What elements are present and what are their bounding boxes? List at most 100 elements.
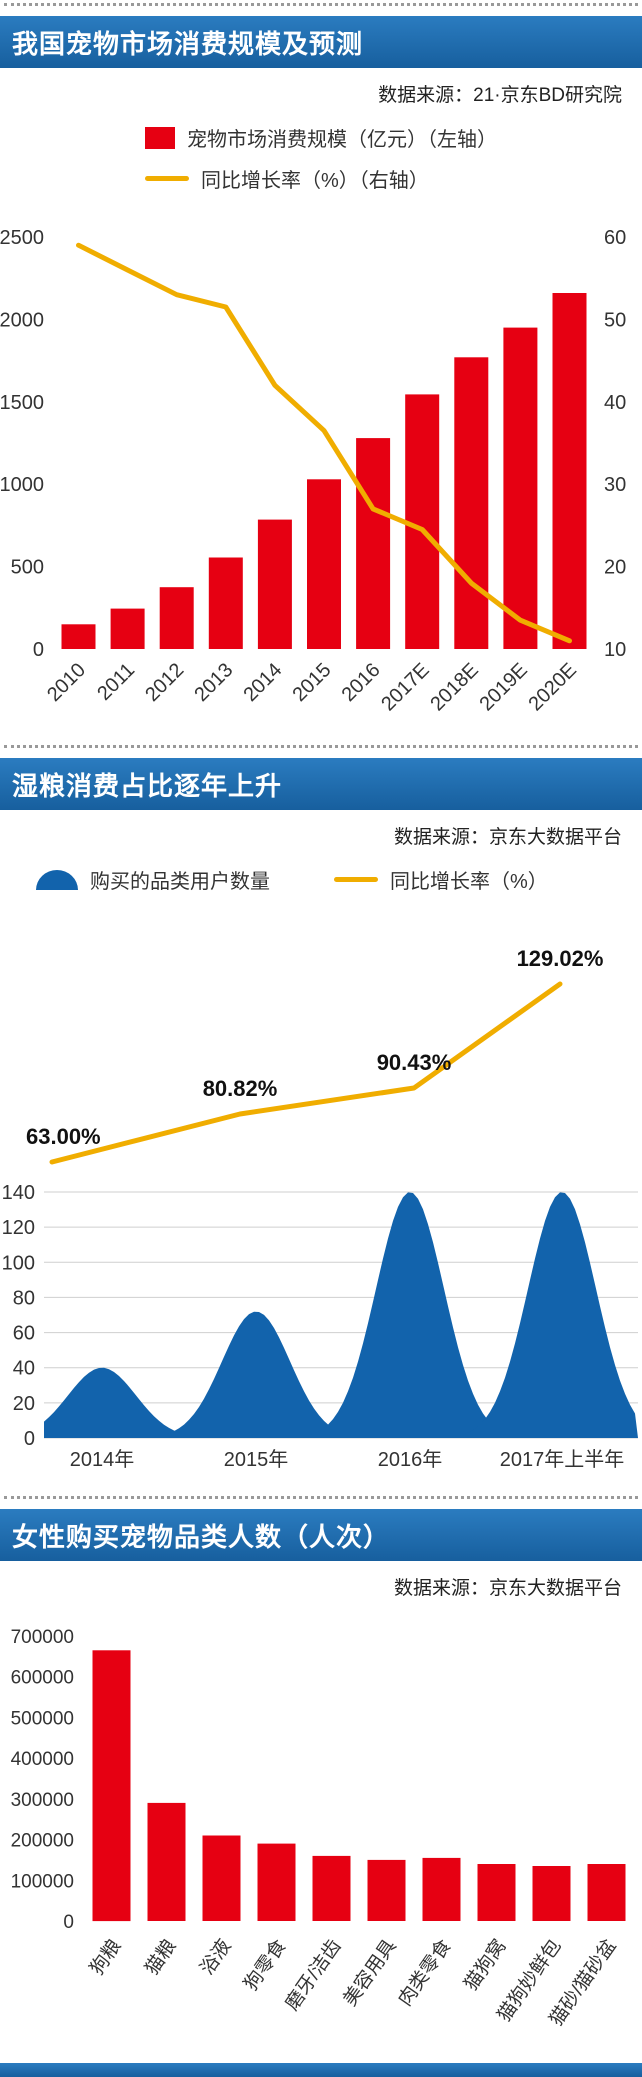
bar: [587, 1864, 626, 1921]
category-label: 2014: [239, 659, 286, 706]
bar: [312, 1855, 351, 1921]
category-label: 2020E: [525, 659, 581, 715]
bar: [147, 1802, 186, 1921]
bar: [92, 1650, 131, 1922]
axis-label: 700000: [11, 1627, 74, 1648]
category-label: 2018E: [426, 659, 482, 715]
category-label: 狗零食: [240, 1935, 291, 1994]
bar: [202, 1835, 241, 1921]
axis-label: 0: [24, 1428, 35, 1450]
axis-label: 400000: [11, 1749, 74, 1770]
axis-label: 0: [33, 639, 44, 661]
section-wet-food: 湿粮消费占比逐年上升 数据来源：京东大数据平台 购买的品类用户数量 同比增长率（…: [0, 758, 642, 1480]
user-volume-hump: [460, 1192, 638, 1438]
growth-label: 63.00%: [26, 1124, 101, 1149]
category-label: 2017年上半年: [500, 1448, 625, 1471]
female-purchase-chart: 0 100000 200000 300000 400000 500000 600000 700…: [0, 1606, 642, 2051]
wet-food-svg: 0 20 40 60 80 100 120 140 2014年 2015年 2016年 2017年上半…: [2, 946, 638, 1471]
category-label: 2014年: [70, 1448, 135, 1471]
female-purchase-svg: 0 100000 200000 300000 400000 500000 600000 700…: [11, 1627, 626, 2030]
axis-label: 100: [2, 1252, 35, 1274]
category-label: 美容用具: [339, 1935, 401, 2010]
axis-label: 40: [604, 392, 626, 414]
legend-label: 宠物市场消费规模（亿元）（左轴）: [187, 129, 497, 151]
axis-label: 60: [604, 227, 626, 249]
axis-label: 2500: [0, 227, 44, 249]
section-title: 我国宠物市场消费规模及预测: [12, 28, 364, 59]
area-swatch-icon: [36, 869, 78, 890]
data-source: 数据来源：21·京东BD研究院: [378, 85, 622, 106]
axis-label: 30: [604, 474, 626, 496]
category-label: 磨牙/洁齿: [281, 1935, 346, 2014]
category-label: 2012: [141, 659, 188, 706]
category-label: 2015年: [224, 1448, 289, 1471]
section-title-bar: 女性购买宠物品类人数（人次）: [0, 1509, 642, 1561]
bar: [532, 1866, 571, 1921]
category-label: 2013: [190, 659, 237, 706]
data-source: 数据来源：京东大数据平台: [393, 827, 622, 848]
axis-label: 200000: [11, 1831, 74, 1852]
data-source: 数据来源：京东大数据平台: [393, 1578, 622, 1599]
divider: [4, 3, 638, 6]
bar: [208, 557, 243, 649]
bar: [257, 1843, 296, 1921]
axis-label: 500: [11, 557, 44, 579]
category-label: 2019E: [475, 659, 531, 715]
user-volume-hump: [154, 1311, 358, 1438]
axis-label: 50: [604, 309, 626, 331]
growth-line: [49, 981, 563, 1165]
bar: [454, 357, 489, 649]
axis-label: 120: [2, 1217, 35, 1239]
section-title: 女性购买宠物品类人数（人次）: [12, 1521, 391, 1552]
pet-market-combo-chart: 0 500 1000 1500 2000 2500 10 20 30 40 50 60 2010 2011…: [0, 199, 642, 729]
pet-market-combo-svg: 0 500 1000 1500 2000 2500 10 20 30 40 50 60 2010 2011…: [0, 227, 626, 715]
bar: [503, 327, 538, 649]
category-label: 猫狗窝: [460, 1935, 511, 1994]
legend: 宠物市场消费规模（亿元）（左轴） 同比增长率（%）（右轴）: [145, 123, 497, 193]
section-title-bar: 我国宠物市场消费规模及预测: [0, 16, 642, 68]
axis-label: 20: [13, 1393, 35, 1415]
legend-label: 购买的品类用户数量: [90, 871, 270, 893]
legend-item-growth: 同比增长率（%）: [334, 865, 548, 894]
bar: [477, 1864, 516, 1921]
axis-label: 100000: [11, 1871, 74, 1892]
bar: [110, 608, 145, 649]
divider: [4, 745, 638, 748]
category-label: 2017E: [377, 659, 433, 715]
axis-label: 60: [13, 1323, 35, 1345]
growth-label: 80.82%: [203, 1076, 278, 1101]
section-pet-market: 我国宠物市场消费规模及预测 数据来源：21·京东BD研究院 宠物市场消费规模（亿…: [0, 16, 642, 729]
category-label: 2015: [289, 659, 336, 706]
bar: [405, 394, 440, 649]
divider: [4, 1496, 638, 1499]
legend-item-scale: 宠物市场消费规模（亿元）（左轴）: [145, 123, 497, 152]
section-female-purchases: 女性购买宠物品类人数（人次） 数据来源：京东大数据平台 0 100000 20000…: [0, 1509, 642, 2051]
axis-label: 600000: [11, 1668, 74, 1689]
category-label: 2010: [43, 659, 90, 706]
legend-label: 同比增长率（%）（右轴）: [201, 170, 429, 192]
legend: 购买的品类用户数量 同比增长率（%）: [36, 865, 642, 894]
bar: [61, 624, 96, 649]
wet-food-chart: 0 20 40 60 80 100 120 140 2014年 2015年 2016年 2017年上半…: [0, 900, 642, 1480]
axis-label: 140: [2, 1182, 35, 1204]
growth-line: [76, 242, 572, 644]
line-swatch-icon: [334, 877, 378, 882]
category-label: 2011: [93, 659, 139, 705]
bar-swatch-icon: [145, 126, 175, 149]
bar: [552, 293, 587, 649]
axis-label: 500000: [11, 1708, 74, 1729]
bar: [257, 519, 292, 649]
category-label: 狗粮: [86, 1935, 126, 1979]
section-title: 湿粮消费占比逐年上升: [12, 770, 283, 801]
axis-label: 40: [13, 1358, 35, 1380]
axis-label: 2000: [0, 309, 44, 331]
bar: [422, 1857, 461, 1921]
bar: [159, 587, 194, 649]
axis-label: 20: [604, 557, 626, 579]
user-volume-hump: [44, 1367, 204, 1438]
growth-label: 90.43%: [377, 1050, 452, 1075]
legend-label: 同比增长率（%）: [390, 871, 548, 893]
category-label: 浴液: [196, 1935, 236, 1979]
bar: [356, 438, 391, 649]
